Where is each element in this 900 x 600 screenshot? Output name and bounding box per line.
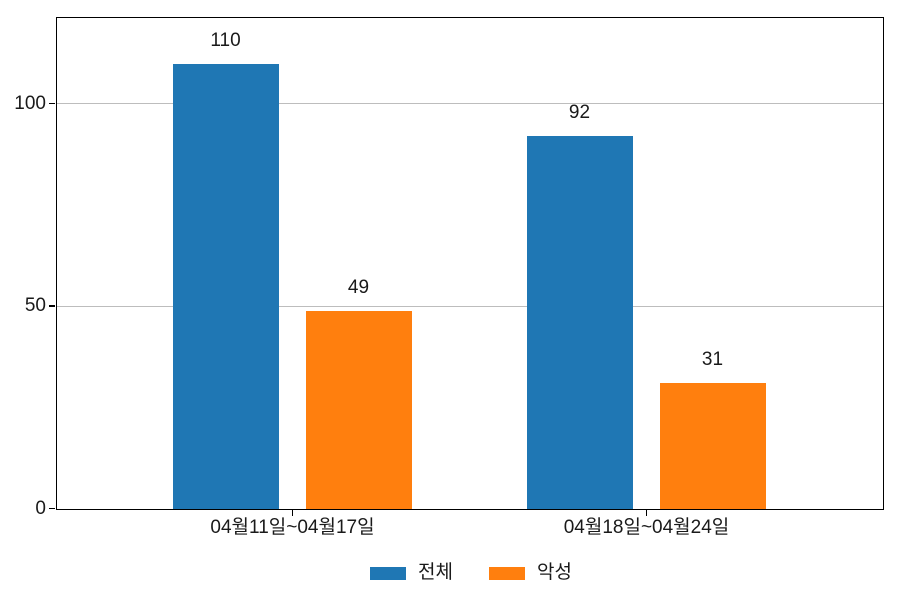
x-axis-tick-label: 04월11일~04월17일 [210, 517, 375, 538]
y-tick [49, 305, 55, 307]
legend-swatch-0 [370, 566, 407, 580]
gridline-y50 [56, 305, 883, 307]
plot-area: 110 92 49 31 [55, 17, 884, 510]
x-axis-tick-label: 04월18일~04월24일 [563, 517, 730, 538]
bar-series0-group0 [172, 63, 279, 509]
legend: 전체 악성 [57, 560, 885, 586]
legend-swatch-1 [489, 566, 525, 580]
bar-series1-group0 [305, 310, 412, 509]
x-tick [291, 510, 294, 516]
y-tick [49, 507, 55, 510]
gridline-y100 [56, 103, 883, 105]
y-axis-tick-label: 100 [14, 92, 46, 114]
y-tick [49, 102, 55, 105]
legend-item-0: 전체 [370, 562, 453, 584]
legend-item-1: 악성 [489, 562, 572, 584]
bar-series0-group1 [526, 136, 633, 509]
bar-value-label: 31 [701, 349, 724, 371]
x-tick [645, 510, 648, 516]
legend-label-0: 전체 [418, 562, 453, 583]
bar-series1-group1 [659, 383, 766, 509]
legend-label-1: 악성 [537, 562, 572, 583]
bar-value-label: 110 [210, 29, 241, 51]
y-axis-tick-label: 50 [24, 295, 46, 317]
bar-value-label: 49 [347, 276, 370, 298]
y-axis-tick-label: 0 [35, 497, 46, 519]
bar-value-label: 92 [568, 102, 591, 124]
